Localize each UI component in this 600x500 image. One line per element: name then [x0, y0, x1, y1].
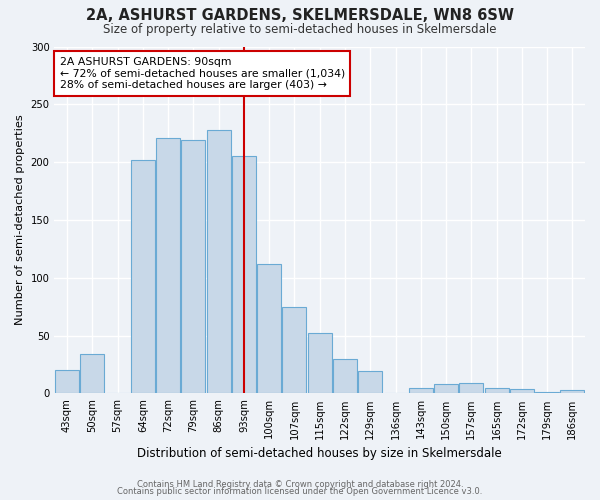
Bar: [333, 358, 357, 394]
Text: 2A, ASHURST GARDENS, SKELMERSDALE, WN8 6SW: 2A, ASHURST GARDENS, SKELMERSDALE, WN8 6…: [86, 8, 514, 22]
Bar: [131, 160, 155, 394]
Bar: [283, 306, 307, 394]
Text: Size of property relative to semi-detached houses in Skelmersdale: Size of property relative to semi-detach…: [103, 22, 497, 36]
Bar: [257, 264, 281, 394]
Bar: [308, 334, 332, 394]
Bar: [485, 388, 509, 394]
Bar: [560, 390, 584, 394]
Bar: [232, 156, 256, 394]
Bar: [358, 372, 382, 394]
Bar: [535, 392, 559, 394]
Bar: [156, 138, 180, 394]
Text: Contains HM Land Registry data © Crown copyright and database right 2024.: Contains HM Land Registry data © Crown c…: [137, 480, 463, 489]
Bar: [510, 389, 534, 394]
Bar: [409, 388, 433, 394]
Bar: [80, 354, 104, 394]
X-axis label: Distribution of semi-detached houses by size in Skelmersdale: Distribution of semi-detached houses by …: [137, 447, 502, 460]
Bar: [460, 383, 484, 394]
Text: 2A ASHURST GARDENS: 90sqm
← 72% of semi-detached houses are smaller (1,034)
28% : 2A ASHURST GARDENS: 90sqm ← 72% of semi-…: [60, 57, 345, 90]
Y-axis label: Number of semi-detached properties: Number of semi-detached properties: [15, 114, 25, 326]
Bar: [181, 140, 205, 394]
Bar: [55, 370, 79, 394]
Text: Contains public sector information licensed under the Open Government Licence v3: Contains public sector information licen…: [118, 488, 482, 496]
Bar: [206, 130, 230, 394]
Bar: [434, 384, 458, 394]
